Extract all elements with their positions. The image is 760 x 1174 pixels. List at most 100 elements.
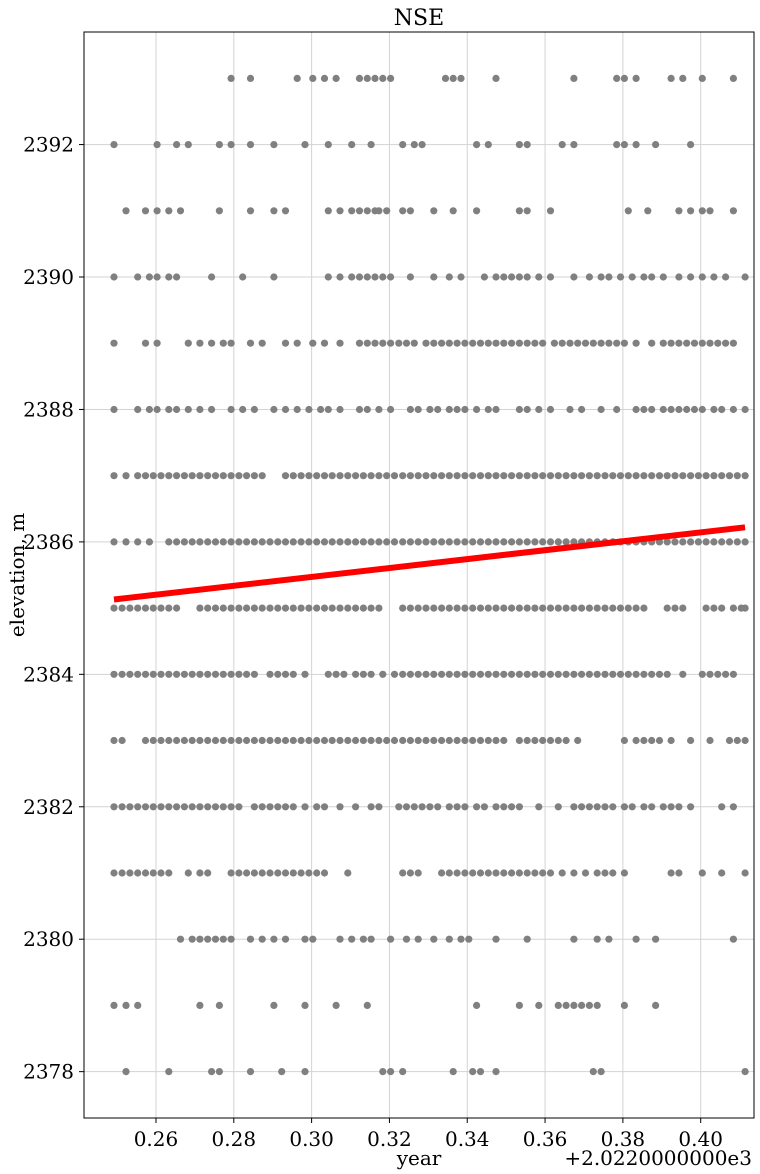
data-point	[469, 339, 477, 347]
data-point	[219, 736, 227, 745]
data-point	[710, 604, 718, 612]
data-point	[546, 736, 555, 745]
data-point	[274, 869, 282, 877]
data-point	[122, 1001, 130, 1010]
data-point	[515, 604, 524, 612]
data-point	[729, 339, 738, 347]
data-point	[328, 538, 336, 546]
data-point	[235, 869, 243, 877]
data-point	[585, 1001, 594, 1010]
data-point	[387, 1068, 395, 1076]
data-point	[204, 670, 212, 678]
data-point	[219, 935, 227, 943]
data-point	[141, 472, 150, 480]
data-point	[469, 1068, 477, 1076]
data-point	[473, 141, 481, 149]
data-point	[613, 339, 621, 347]
data-point	[395, 803, 403, 811]
data-point	[476, 538, 485, 546]
data-point	[531, 538, 539, 546]
data-point	[484, 736, 492, 745]
data-point	[196, 1001, 204, 1010]
data-point	[632, 405, 640, 414]
data-point	[258, 538, 266, 546]
data-point	[266, 736, 274, 745]
data-point	[270, 207, 278, 215]
data-point	[667, 74, 675, 82]
data-point	[387, 935, 395, 943]
data-point	[667, 339, 675, 347]
data-point	[593, 1001, 601, 1010]
data-point	[352, 736, 360, 745]
data-point	[157, 670, 165, 678]
data-point	[698, 74, 706, 82]
data-point	[570, 869, 578, 877]
data-point	[289, 803, 297, 811]
data-point	[309, 74, 317, 82]
data-point	[359, 670, 367, 678]
data-point	[243, 869, 251, 877]
data-point	[110, 736, 118, 745]
data-point	[157, 736, 165, 745]
data-point	[648, 670, 656, 678]
data-point	[196, 670, 204, 678]
data-point	[675, 405, 683, 414]
trend-line	[113, 524, 746, 603]
data-point	[663, 538, 671, 546]
data-point	[729, 604, 738, 612]
data-point	[546, 538, 555, 546]
data-point	[289, 538, 297, 546]
data-point	[523, 405, 531, 414]
data-point	[141, 803, 150, 811]
data-point	[418, 803, 426, 811]
data-point	[698, 207, 706, 215]
data-point	[270, 1001, 278, 1010]
data-point	[309, 935, 317, 943]
data-point	[578, 803, 586, 811]
data-point	[438, 869, 446, 877]
data-point	[508, 339, 516, 347]
data-point	[515, 405, 524, 414]
data-point	[305, 405, 313, 414]
data-point	[313, 604, 321, 612]
data-point	[640, 803, 648, 811]
data-point	[399, 604, 407, 612]
data-point	[570, 1001, 578, 1010]
data-point	[320, 736, 329, 745]
data-point	[523, 604, 531, 612]
data-point	[383, 538, 391, 546]
data-point	[414, 869, 422, 877]
data-point	[515, 869, 524, 877]
data-point	[141, 670, 150, 678]
data-point	[118, 670, 126, 678]
data-point	[706, 339, 714, 347]
data-point	[348, 273, 356, 281]
data-point	[173, 736, 181, 745]
data-point	[706, 207, 714, 215]
data-point	[246, 74, 255, 82]
data-point	[406, 869, 414, 877]
data-point	[508, 803, 516, 811]
data-point	[390, 538, 399, 546]
data-point	[399, 207, 407, 215]
data-point	[546, 604, 555, 612]
data-point	[184, 405, 192, 414]
data-point	[126, 869, 134, 877]
data-point	[274, 803, 282, 811]
data-point	[173, 803, 181, 811]
data-point	[566, 339, 574, 347]
data-point	[149, 803, 157, 811]
data-point	[733, 472, 741, 480]
data-point	[165, 405, 173, 414]
data-point	[134, 538, 142, 546]
data-point	[227, 670, 235, 678]
data-point	[359, 935, 367, 943]
data-point	[698, 869, 706, 877]
data-point	[110, 803, 118, 811]
data-point	[714, 670, 722, 678]
data-point	[624, 207, 632, 215]
data-point	[725, 538, 734, 546]
data-point	[648, 803, 656, 811]
data-point	[476, 472, 485, 480]
data-point	[508, 670, 516, 678]
